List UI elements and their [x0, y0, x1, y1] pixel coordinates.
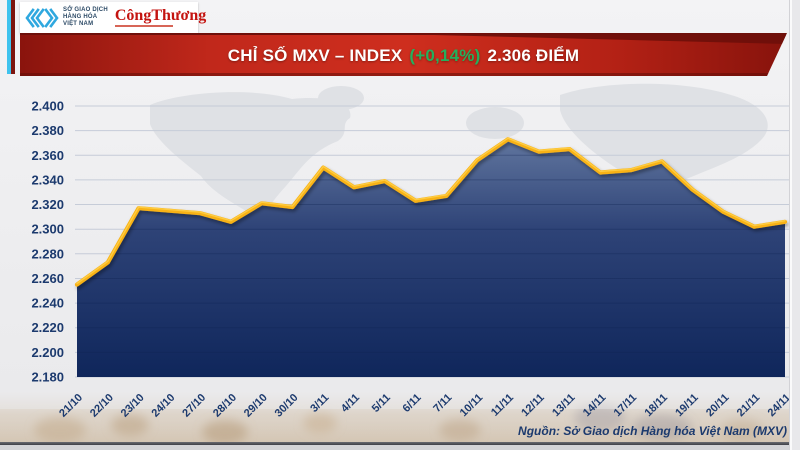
logo-bar: SỞ GIAO DỊCH HÀNG HÓA VIỆT NAM CôngThươn… — [20, 2, 206, 33]
series-area — [77, 139, 785, 377]
title-banner: CHỈ SỐ MXV – INDEX (+0,14%) 2.306 ĐIỂM — [20, 33, 787, 76]
congthuong-tagline-bar — [114, 25, 173, 27]
bottom-edge — [0, 445, 800, 450]
gridlines-inner — [77, 154, 785, 377]
page-edge-right — [789, 0, 800, 450]
y-tick-label: 2.260 — [31, 271, 64, 286]
banner-accent-wedge — [434, 35, 787, 44]
y-tick-label: 2.320 — [31, 197, 64, 212]
banner-change: (+0,14%) — [409, 45, 481, 65]
mxv-org-line: SỞ GIAO DỊCH — [63, 6, 108, 13]
mxv-logo-icon — [25, 7, 59, 28]
header-stripe-maroon — [11, 0, 15, 74]
header-stripe-cyan — [7, 0, 11, 74]
banner-value: 2.306 ĐIỂM — [487, 45, 580, 65]
banner-title-text: CHỈ SỐ MXV – INDEX (+0,14%) 2.306 ĐIỂM — [228, 46, 579, 66]
y-tick-label: 2.360 — [31, 148, 64, 163]
y-tick-label: 2.340 — [31, 172, 64, 187]
mxv-org-line: HÀNG HÓA — [63, 13, 98, 20]
photo-strip — [0, 385, 800, 445]
congthuong-logo: CôngThương — [114, 7, 207, 27]
y-tick-label: 2.300 — [31, 222, 64, 237]
banner-title: CHỈ SỐ MXV – INDEX — [227, 45, 403, 65]
mxv-org-name: SỞ GIAO DỊCH HÀNG HÓA VIỆT NAM — [63, 7, 108, 29]
y-tick-label: 2.240 — [31, 296, 64, 311]
y-tick-label: 2.400 — [31, 99, 64, 114]
mxv-org-line: VIỆT NAM — [63, 21, 94, 28]
series-line — [74, 137, 788, 287]
y-tick-label: 2.200 — [31, 345, 64, 360]
series-line-highlight — [76, 137, 786, 285]
congthuong-logo-text: CôngThương — [114, 7, 207, 24]
y-axis-labels: 2.400 2.380 2.360 2.340 2.320 2.300 2.280 2.260… — [31, 99, 64, 385]
y-tick-label: 2.180 — [31, 370, 64, 385]
source-note: Nguồn: Sở Giao dịch Hàng hóa Việt Nam (M… — [518, 424, 787, 438]
y-tick-label: 2.380 — [31, 123, 64, 138]
y-tick-label: 2.220 — [31, 320, 64, 335]
gridlines — [75, 105, 789, 378]
y-tick-label: 2.280 — [31, 246, 64, 261]
bottom-border — [0, 442, 800, 445]
